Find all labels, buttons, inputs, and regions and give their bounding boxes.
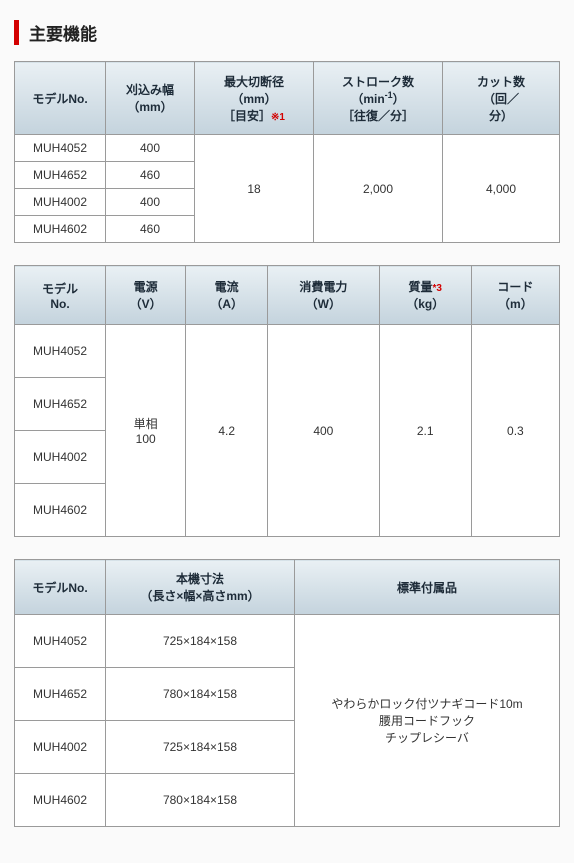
stroke-l3: ［往復／分］	[342, 109, 414, 123]
stroke-l2b: ）	[393, 92, 405, 106]
cell-model: MUH4652	[15, 378, 106, 431]
cell-model: MUH4602	[15, 484, 106, 537]
stroke-l1: ストローク数	[342, 75, 414, 89]
th-model: モデル No.	[15, 266, 106, 325]
cell-dims: 725×184×158	[106, 615, 295, 668]
th-acc: 標準付属品	[295, 560, 560, 615]
cell-width: 400	[106, 189, 195, 216]
maxcut-l3: ［目安］	[223, 109, 271, 123]
cell-model: MUH4052	[15, 615, 106, 668]
cell-model: MUH4002	[15, 721, 106, 774]
specs-table-3: モデルNo. 本機寸法 （長さ×幅×高さmm） 標準付属品 MUH4052 72…	[14, 559, 560, 827]
th-dims: 本機寸法 （長さ×幅×高さmm）	[106, 560, 295, 615]
th-watt: 消費電力 （W）	[267, 266, 379, 325]
cell-power: 単相 100	[106, 325, 186, 537]
th-mass: 質量*3 （kg）	[379, 266, 471, 325]
cell-width: 460	[106, 162, 195, 189]
cell-mass: 2.1	[379, 325, 471, 537]
maxcut-l2: （mm）	[231, 92, 276, 106]
section-title: 主要機能	[14, 20, 560, 45]
cell-width: 460	[106, 216, 195, 243]
stroke-sup: -1	[385, 90, 393, 100]
th-model: モデルNo.	[15, 560, 106, 615]
cell-watt: 400	[267, 325, 379, 537]
specs-table-2: モデル No. 電源 （V） 電流 （A） 消費電力 （W） 質量*3 （kg）…	[14, 265, 560, 537]
th-current: 電流 （A）	[186, 266, 268, 325]
cell-model: MUH4602	[15, 216, 106, 243]
cell-model: MUH4602	[15, 774, 106, 827]
th-cord: コード （m）	[471, 266, 559, 325]
cell-maxcut: 18	[195, 135, 314, 243]
cell-model: MUH4652	[15, 162, 106, 189]
stroke-l2: （min	[351, 92, 384, 106]
cell-cord: 0.3	[471, 325, 559, 537]
cell-model: MUH4052	[15, 325, 106, 378]
cell-width: 400	[106, 135, 195, 162]
specs-table-1: モデルNo. 刈込み幅 （mm） 最大切断径 （mm） ［目安］※1 ストローク…	[14, 61, 560, 243]
cell-model: MUH4052	[15, 135, 106, 162]
mass-label: 質量	[408, 280, 432, 294]
th-cuts: カット数 （回／ 分）	[443, 62, 560, 135]
cell-cuts: 4,000	[443, 135, 560, 243]
mass-unit: （kg）	[406, 297, 444, 311]
th-power: 電源 （V）	[106, 266, 186, 325]
maxcut-l1: 最大切断径	[224, 75, 284, 89]
cell-dims: 780×184×158	[106, 668, 295, 721]
th-stroke: ストローク数 （min-1） ［往復／分］	[314, 62, 443, 135]
mass-note: *3	[433, 283, 442, 294]
cell-model: MUH4002	[15, 431, 106, 484]
th-maxcut: 最大切断径 （mm） ［目安］※1	[195, 62, 314, 135]
cell-stroke: 2,000	[314, 135, 443, 243]
th-model: モデルNo.	[15, 62, 106, 135]
cell-current: 4.2	[186, 325, 268, 537]
maxcut-note: ※1	[271, 112, 285, 123]
th-width: 刈込み幅 （mm）	[106, 62, 195, 135]
cell-dims: 725×184×158	[106, 721, 295, 774]
cell-dims: 780×184×158	[106, 774, 295, 827]
cell-model: MUH4652	[15, 668, 106, 721]
cell-model: MUH4002	[15, 189, 106, 216]
